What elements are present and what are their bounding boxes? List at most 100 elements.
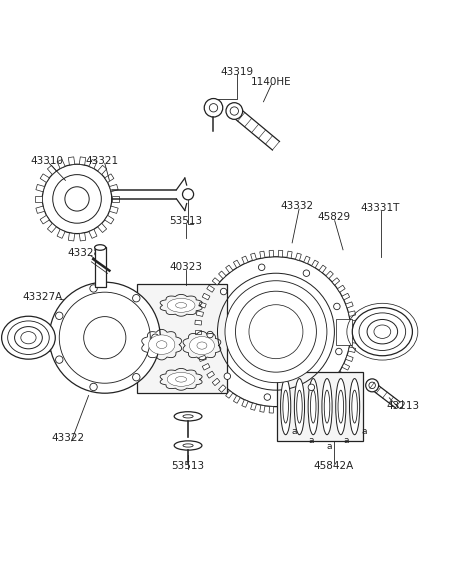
Circle shape	[225, 102, 242, 119]
Polygon shape	[105, 174, 114, 183]
Polygon shape	[109, 206, 118, 213]
Bar	[137, 284, 227, 393]
Ellipse shape	[182, 444, 193, 447]
Circle shape	[302, 270, 309, 277]
Polygon shape	[269, 250, 273, 257]
Text: 43331T: 43331T	[360, 203, 399, 213]
Polygon shape	[350, 339, 357, 343]
Polygon shape	[198, 356, 206, 361]
Polygon shape	[68, 157, 75, 165]
Text: 1140HE: 1140HE	[250, 77, 291, 87]
Ellipse shape	[296, 390, 301, 423]
Text: 53513: 53513	[169, 216, 202, 226]
Polygon shape	[233, 260, 240, 268]
Polygon shape	[112, 196, 119, 201]
Circle shape	[132, 295, 140, 302]
Text: 43332: 43332	[280, 201, 313, 211]
Ellipse shape	[335, 378, 345, 435]
Ellipse shape	[174, 441, 201, 450]
Polygon shape	[98, 166, 106, 175]
Text: a: a	[343, 436, 349, 446]
Polygon shape	[350, 329, 357, 334]
Polygon shape	[250, 403, 256, 410]
Polygon shape	[47, 224, 56, 233]
Ellipse shape	[310, 390, 315, 423]
Circle shape	[206, 331, 213, 338]
Polygon shape	[286, 251, 292, 258]
Text: 40323: 40323	[169, 262, 202, 272]
Circle shape	[258, 264, 264, 270]
Ellipse shape	[307, 378, 318, 435]
Polygon shape	[36, 206, 44, 213]
Polygon shape	[57, 229, 65, 238]
Circle shape	[200, 257, 350, 407]
Text: 45829: 45829	[317, 212, 350, 222]
Polygon shape	[202, 293, 209, 300]
Text: 45829: 45829	[17, 337, 50, 347]
Polygon shape	[311, 260, 318, 268]
Polygon shape	[233, 395, 240, 403]
Text: 43322: 43322	[51, 433, 84, 443]
Polygon shape	[259, 251, 264, 258]
Text: a: a	[361, 427, 366, 436]
Circle shape	[333, 303, 339, 310]
Circle shape	[56, 312, 63, 319]
Ellipse shape	[366, 319, 397, 344]
Bar	[277, 372, 362, 441]
Ellipse shape	[282, 390, 288, 423]
Polygon shape	[325, 385, 332, 393]
Circle shape	[335, 348, 341, 354]
Polygon shape	[206, 285, 214, 292]
Circle shape	[59, 292, 150, 383]
Polygon shape	[47, 166, 56, 175]
Polygon shape	[311, 395, 318, 403]
Ellipse shape	[182, 415, 193, 418]
Polygon shape	[40, 174, 49, 183]
Ellipse shape	[324, 390, 329, 423]
Ellipse shape	[294, 378, 304, 435]
Circle shape	[249, 305, 302, 358]
Polygon shape	[350, 320, 357, 325]
Ellipse shape	[189, 336, 214, 354]
Polygon shape	[198, 302, 206, 308]
Bar	[30, 325, 80, 351]
Polygon shape	[202, 364, 209, 370]
Text: a: a	[291, 427, 296, 436]
Polygon shape	[348, 311, 355, 316]
Ellipse shape	[167, 372, 194, 386]
Bar	[94, 248, 106, 287]
Circle shape	[365, 379, 378, 392]
Polygon shape	[218, 271, 225, 279]
Ellipse shape	[351, 390, 357, 423]
Text: 45842A: 45842A	[313, 461, 353, 471]
Text: a: a	[279, 311, 286, 321]
Polygon shape	[196, 347, 203, 353]
Polygon shape	[332, 378, 339, 386]
Text: 43321: 43321	[86, 155, 119, 166]
Polygon shape	[319, 265, 325, 273]
Polygon shape	[218, 385, 225, 393]
Text: a: a	[136, 294, 142, 304]
Text: 43213: 43213	[386, 401, 419, 411]
Circle shape	[224, 373, 230, 380]
Circle shape	[132, 373, 140, 381]
Polygon shape	[194, 329, 200, 334]
Circle shape	[225, 281, 326, 382]
Polygon shape	[109, 184, 118, 192]
Ellipse shape	[8, 321, 49, 354]
Ellipse shape	[148, 335, 175, 354]
Ellipse shape	[174, 412, 201, 421]
Ellipse shape	[14, 327, 42, 349]
Polygon shape	[341, 293, 349, 300]
Polygon shape	[35, 196, 42, 201]
Polygon shape	[105, 216, 114, 224]
Text: a: a	[308, 436, 313, 446]
Circle shape	[83, 316, 125, 359]
Polygon shape	[319, 390, 325, 398]
Polygon shape	[79, 233, 86, 241]
Polygon shape	[278, 406, 282, 413]
Circle shape	[263, 394, 270, 401]
Text: 43328: 43328	[67, 248, 100, 258]
Polygon shape	[212, 278, 219, 285]
Ellipse shape	[373, 325, 390, 339]
